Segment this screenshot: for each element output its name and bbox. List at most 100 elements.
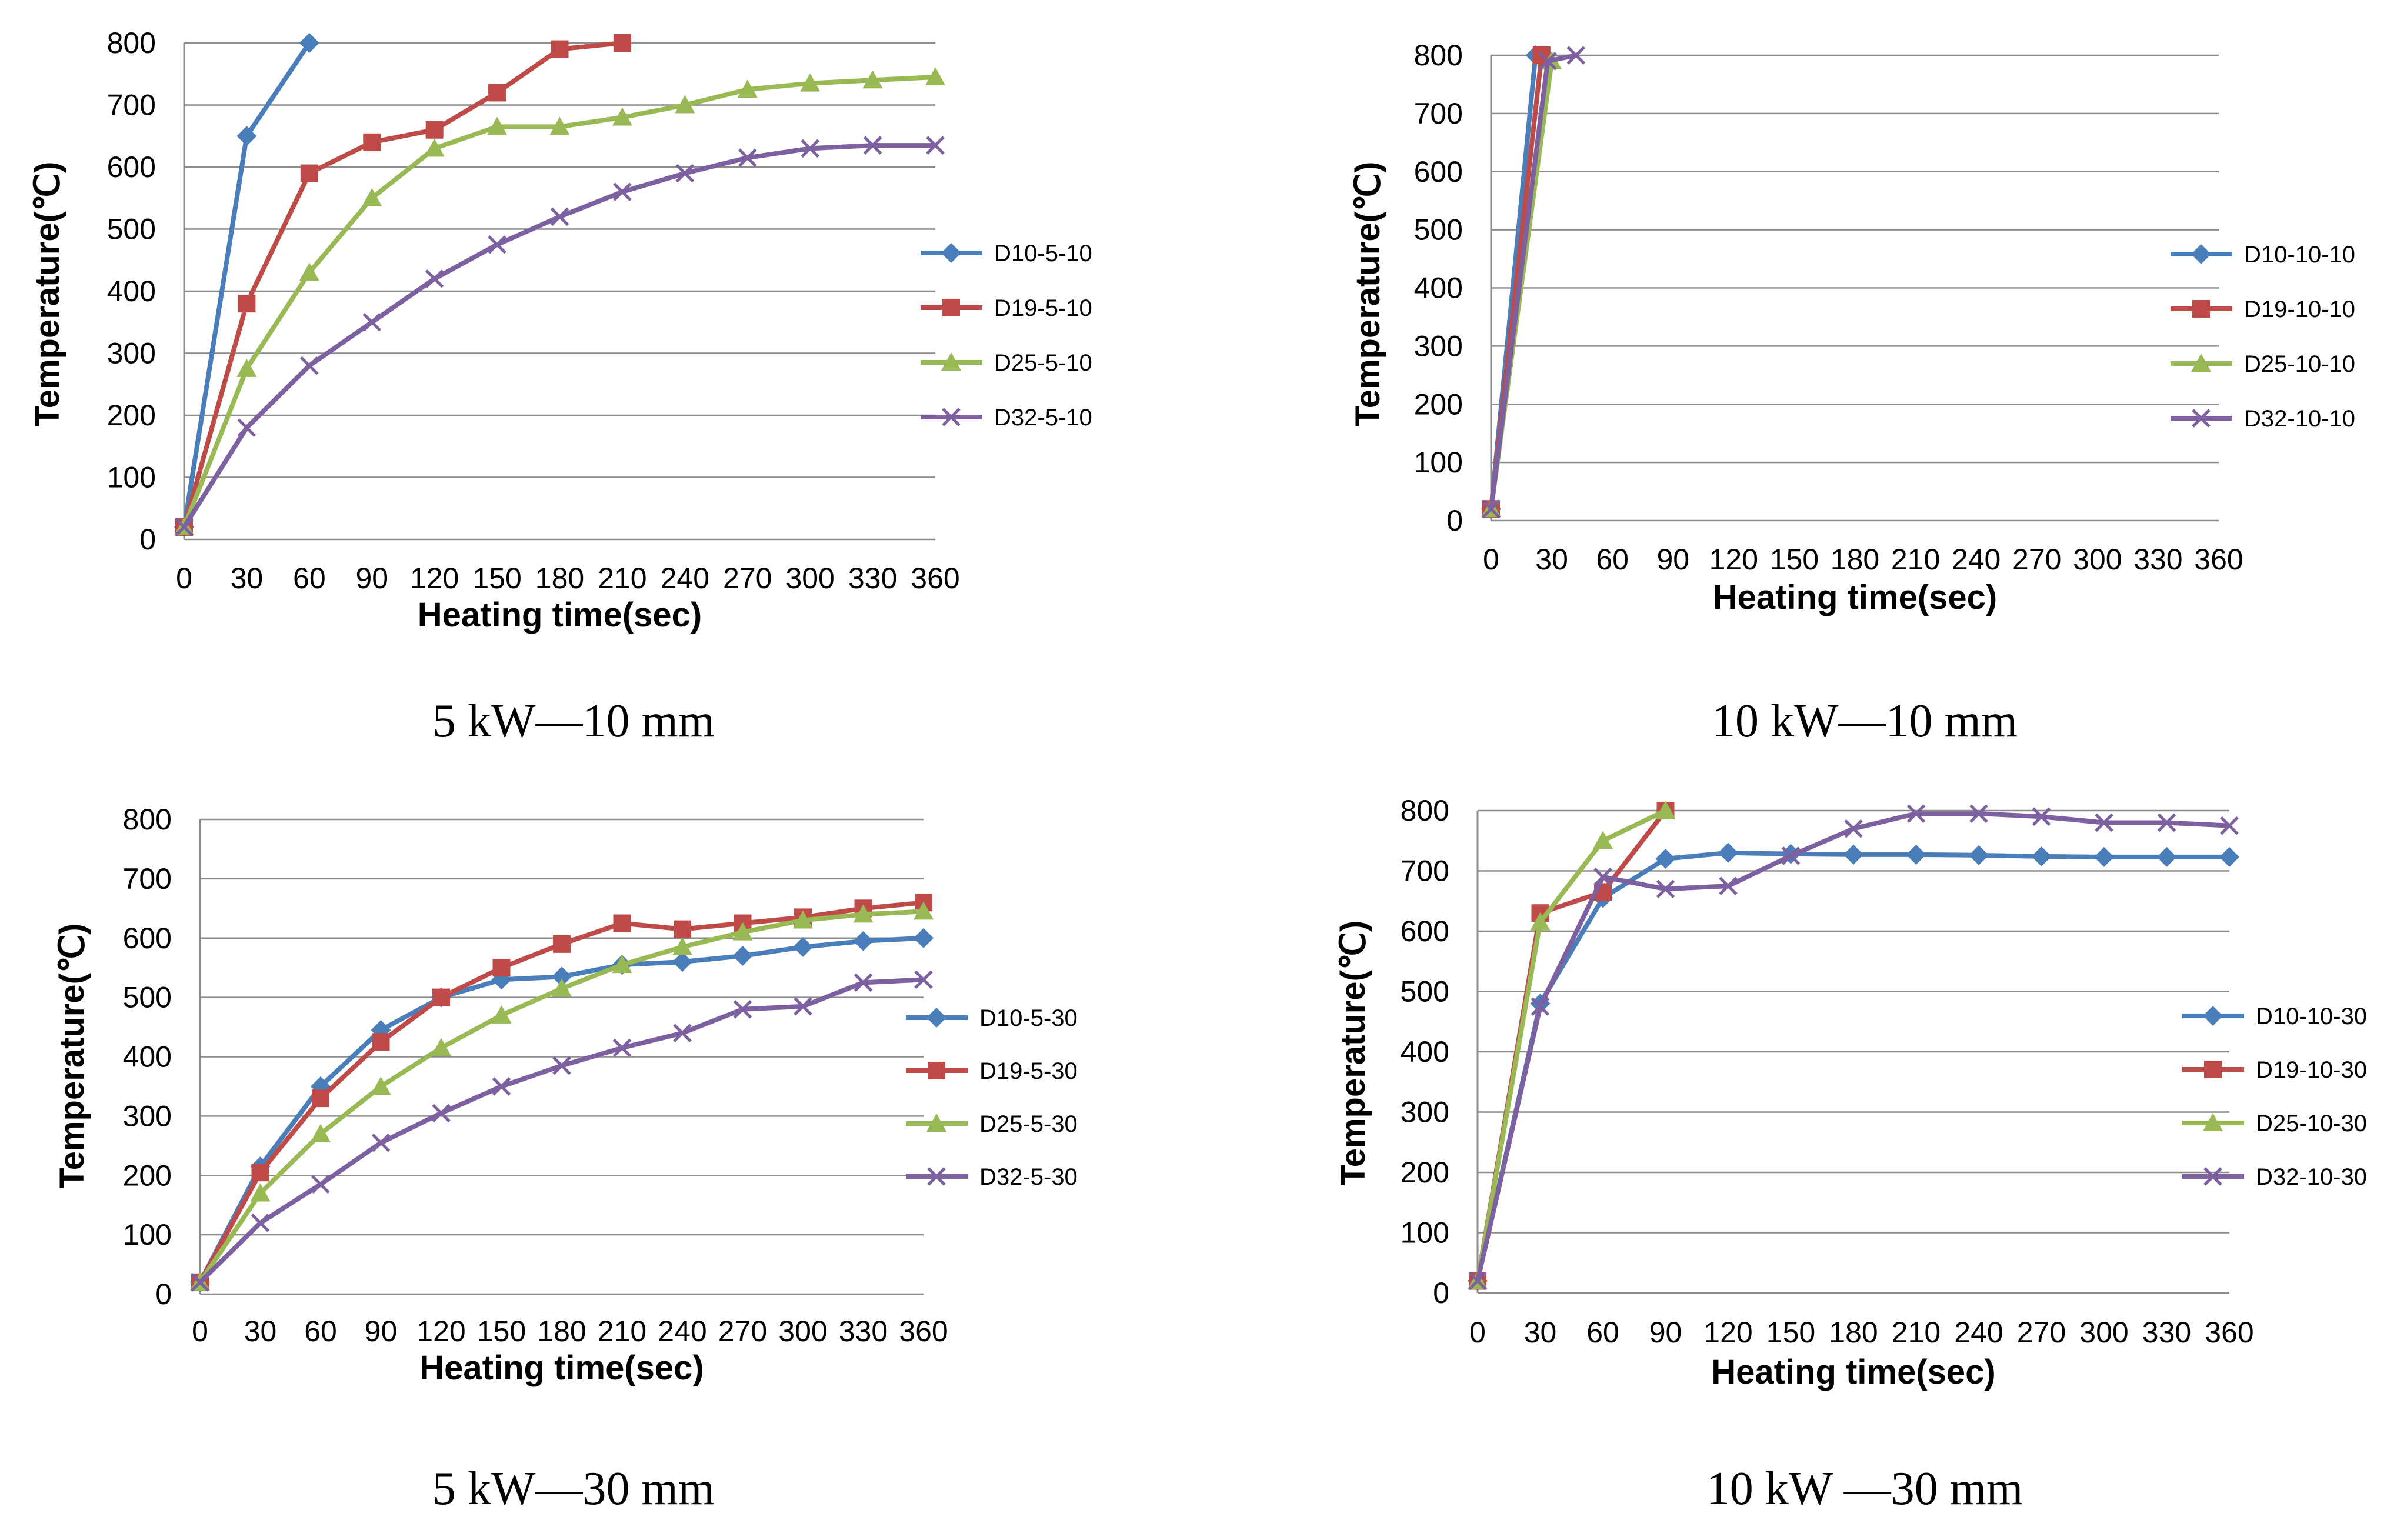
legend-marker [2191,354,2211,372]
data-point [612,107,632,126]
y-tick-label: 600 [1401,915,1449,948]
data-point [311,1124,331,1142]
series-D10-10-30 [1468,842,2239,1291]
y-tick-label: 800 [107,26,156,59]
series-D19-5-10 [175,34,631,536]
data-point [863,136,882,155]
data-point [175,518,194,536]
data-point [551,40,569,58]
data-point [672,952,692,972]
x-tick-label: 330 [2133,543,2182,576]
y-tick-label: 100 [123,1218,172,1251]
data-point [612,1038,632,1058]
legend-label: D10-10-10 [2244,242,2355,268]
data-point [613,914,631,932]
x-tick-label: 0 [1483,543,1499,576]
x-tick-label: 180 [1831,543,1879,576]
series-line [198,977,924,1284]
chart-panel-2: 0 100 200 300 400 500 600 700 800 0 30 60 90 120 150 18… [1349,39,2355,747]
x-tick-label: 30 [244,1315,277,1348]
y-tick-label: 400 [1401,1035,1449,1068]
legend-marker [941,243,961,263]
y-tick-label: 500 [123,981,172,1014]
data-point [300,164,318,182]
chart-panel-3: 0 100 200 300 400 500 600 700 800 0 30 60 90 120 150 18… [53,803,1078,1515]
data-point [237,418,256,437]
data-point [362,188,382,206]
x-tick-label: 330 [2142,1316,2191,1349]
series-line [198,900,924,1284]
data-point [853,904,874,923]
data-point [549,116,570,135]
y-tick-label: 0 [155,1278,172,1311]
x-tick-label: 360 [2194,543,2243,576]
x-tick-label: 120 [410,562,459,595]
x-tick-label: 30 [231,562,264,595]
data-point [1718,842,1738,863]
data-point [488,235,506,254]
series-D32-5-10 [175,136,945,536]
chart-panel-1: 0 100 200 300 400 500 600 700 800 0 30 60 90 120 150 18… [28,26,1092,747]
legend-marker [2192,300,2210,318]
legend-item: D25-10-30 [2182,1111,2367,1136]
legend-item: D25-10-10 [2171,351,2355,377]
data-point [371,1134,391,1152]
data-point [1566,46,1586,65]
data-point [1538,52,1557,71]
data-point [675,164,695,183]
data-point [492,1077,511,1096]
data-point [251,1214,270,1232]
x-tick-label: 60 [1596,543,1629,576]
series-line [1475,811,2230,1282]
x-tick-label: 270 [723,562,772,595]
legend-marker [942,408,961,426]
x-tick-label: 150 [1770,543,1819,576]
chart-caption: 10 kW —30 mm [1706,1463,2023,1515]
y-tick-label: 0 [1446,504,1463,537]
y-tick-label: 200 [1401,1156,1449,1189]
y-tick-label: 700 [123,862,172,895]
data-point [1843,844,1863,865]
x-tick-label: 0 [176,562,192,595]
data-point [424,138,445,157]
data-point [552,966,572,987]
data-point [487,116,508,135]
legend-marker [926,1114,946,1132]
series-line [1475,808,1667,1282]
x-tick-label: 270 [2017,1316,2066,1349]
legend-marker [2203,1113,2223,1131]
data-point [372,1033,390,1051]
data-point [299,262,319,281]
y-tick-label: 700 [1401,855,1449,888]
legend-item: D19-5-30 [906,1058,1078,1084]
y-tick-label: 100 [1401,1216,1449,1249]
x-tick-label: 300 [2073,543,2122,576]
data-point [300,356,319,375]
x-tick-label: 90 [1656,543,1689,576]
data-point [299,33,319,53]
legend-item: D25-5-10 [921,350,1092,376]
y-tick-label: 700 [107,89,156,122]
x-tick-label: 240 [661,562,709,595]
y-tick-label: 400 [123,1041,172,1074]
x-tick-label: 90 [1649,1316,1682,1349]
data-point [738,148,757,167]
x-axis-title: Heating time(sec) [419,1349,704,1387]
data-point [425,269,444,288]
y-tick-label: 700 [1414,97,1463,130]
data-point [311,1175,330,1194]
data-point [2095,813,2113,832]
legend-item: D32-10-10 [2171,406,2355,432]
data-point [362,312,382,332]
y-tick-label: 500 [1401,975,1449,1008]
legend-marker [2203,1006,2223,1026]
y-axis-title: Temperature(℃) [28,162,66,427]
legend-item: D19-10-30 [2182,1057,2367,1083]
y-tick-label: 800 [123,803,172,836]
legend-marker [2192,409,2211,428]
y-tick-label: 300 [1401,1096,1449,1129]
y-tick-label: 0 [1433,1276,1449,1309]
x-tick-label: 330 [839,1315,888,1348]
y-tick-label: 100 [107,461,156,494]
x-axis-title: Heating time(sec) [1713,578,1997,616]
